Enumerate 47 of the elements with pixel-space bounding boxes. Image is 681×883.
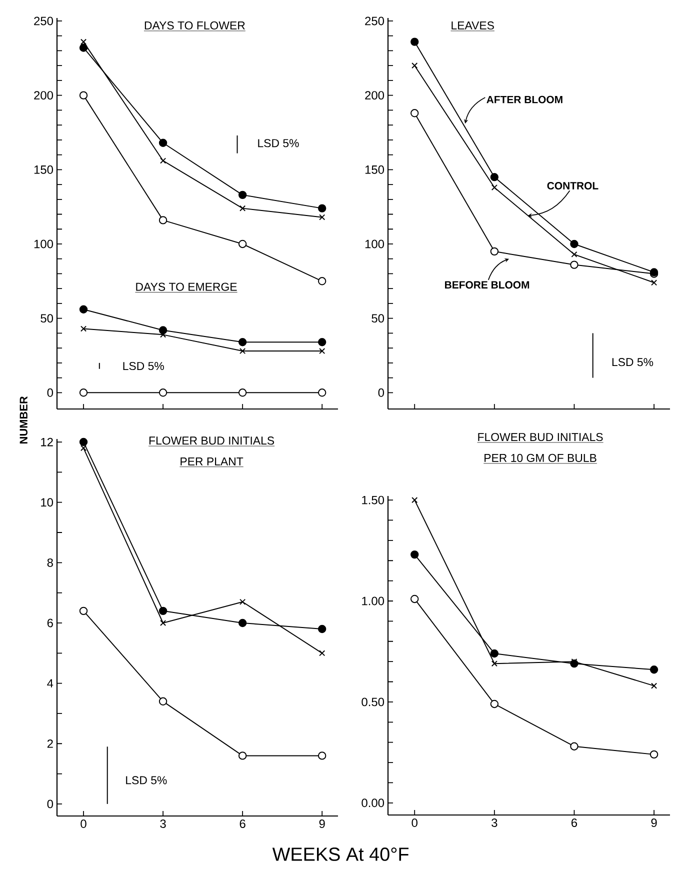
y-axis-title: NUMBER xyxy=(20,396,28,444)
y-tick-label: 250 xyxy=(365,16,384,26)
annotation: DAYS TO EMERGE xyxy=(136,282,237,291)
x-tick-label: 3 xyxy=(160,820,166,828)
x-tick-label: 6 xyxy=(572,818,578,827)
y-tick-label: 200 xyxy=(34,91,54,100)
x-tick-label: 9 xyxy=(651,818,657,827)
annotation: BEFORE BLOOM xyxy=(445,281,530,289)
annotation: LSD 5% xyxy=(126,776,167,784)
y-tick-label: 10 xyxy=(41,498,54,507)
annotation: LSD 5% xyxy=(258,139,299,148)
annotation: AFTER BLOOM xyxy=(486,96,562,104)
y-tick-label: 150 xyxy=(365,165,384,174)
y-tick-label: 250 xyxy=(34,16,54,26)
annotation: CONTROL xyxy=(547,182,598,190)
y-tick-label: 2 xyxy=(47,739,53,748)
y-tick-label: 0 xyxy=(47,388,54,397)
chart-title: LEAVES xyxy=(452,21,494,30)
y-tick-label: 100 xyxy=(365,240,384,248)
chart-subtitle: PER 10 GM OF BULB xyxy=(484,454,596,462)
y-tick-label: 1.00 xyxy=(362,596,384,606)
y-tick-label: 200 xyxy=(365,91,384,100)
x-tick-label: 6 xyxy=(240,820,246,828)
y-tick-label: 50 xyxy=(40,314,54,323)
y-tick-label: 1.50 xyxy=(362,496,384,504)
annotation: LSD 5% xyxy=(123,362,164,370)
x-axis-title: WEEKS At 40°F xyxy=(272,848,409,861)
annotation: LSD 5% xyxy=(612,358,654,366)
chart-title: DAYS TO FLOWER xyxy=(144,21,245,30)
x-tick-label: 3 xyxy=(492,818,498,827)
y-tick-label: 8 xyxy=(47,558,53,567)
y-tick-label: 50 xyxy=(372,314,384,323)
x-tick-label: 9 xyxy=(319,820,325,828)
y-tick-label: 150 xyxy=(34,165,54,174)
y-tick-label: 4 xyxy=(47,679,54,688)
chart-title: FLOWER BUD INITIALS xyxy=(478,432,603,442)
y-tick-label: 0 xyxy=(378,388,384,397)
y-tick-label: 0 xyxy=(47,800,54,808)
y-tick-label: 100 xyxy=(34,240,54,248)
x-tick-label: 0 xyxy=(80,820,86,828)
y-tick-label: 0.50 xyxy=(362,698,384,706)
x-tick-label: 0 xyxy=(412,818,418,827)
y-tick-label: 6 xyxy=(47,618,53,628)
y-tick-label: 12 xyxy=(41,438,53,446)
y-tick-label: 0.00 xyxy=(362,798,384,808)
chart-title: FLOWER BUD INITIALS xyxy=(149,436,274,445)
text: PER PLANT xyxy=(180,458,244,466)
